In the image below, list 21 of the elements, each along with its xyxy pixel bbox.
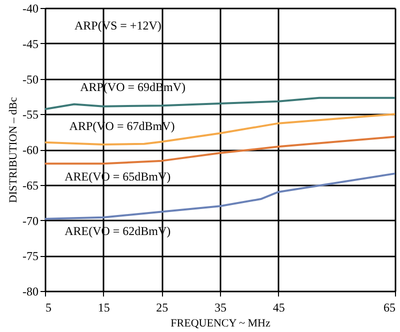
y-tick-label: -50 xyxy=(22,72,38,86)
y-tick-label: -65 xyxy=(22,178,38,192)
x-tick-label: 25 xyxy=(156,300,168,314)
y-tick-label: -60 xyxy=(22,143,38,157)
x-tick-label: 35 xyxy=(214,300,226,314)
line-series xyxy=(44,172,396,220)
y-tick-label: -70 xyxy=(22,214,38,228)
y-tick-label: -55 xyxy=(22,108,38,122)
x-axis-title: FREQUENCY ~ MHz xyxy=(170,318,270,330)
line-series xyxy=(44,113,396,146)
x-tick-label: 65 xyxy=(384,300,396,314)
y-axis-title: DISTRIBUTION – dBc xyxy=(8,97,20,203)
line-series xyxy=(44,96,396,110)
y-tick-label: -40 xyxy=(22,2,38,16)
x-tick-label: 15 xyxy=(98,300,110,314)
y-tick-label: -80 xyxy=(22,284,38,298)
x-tick-label: 45 xyxy=(272,300,285,314)
y-tick-label: -45 xyxy=(22,36,38,51)
x-tick-label: 5 xyxy=(46,300,52,314)
y-tick-label: -75 xyxy=(22,249,38,264)
line-series xyxy=(44,136,396,165)
